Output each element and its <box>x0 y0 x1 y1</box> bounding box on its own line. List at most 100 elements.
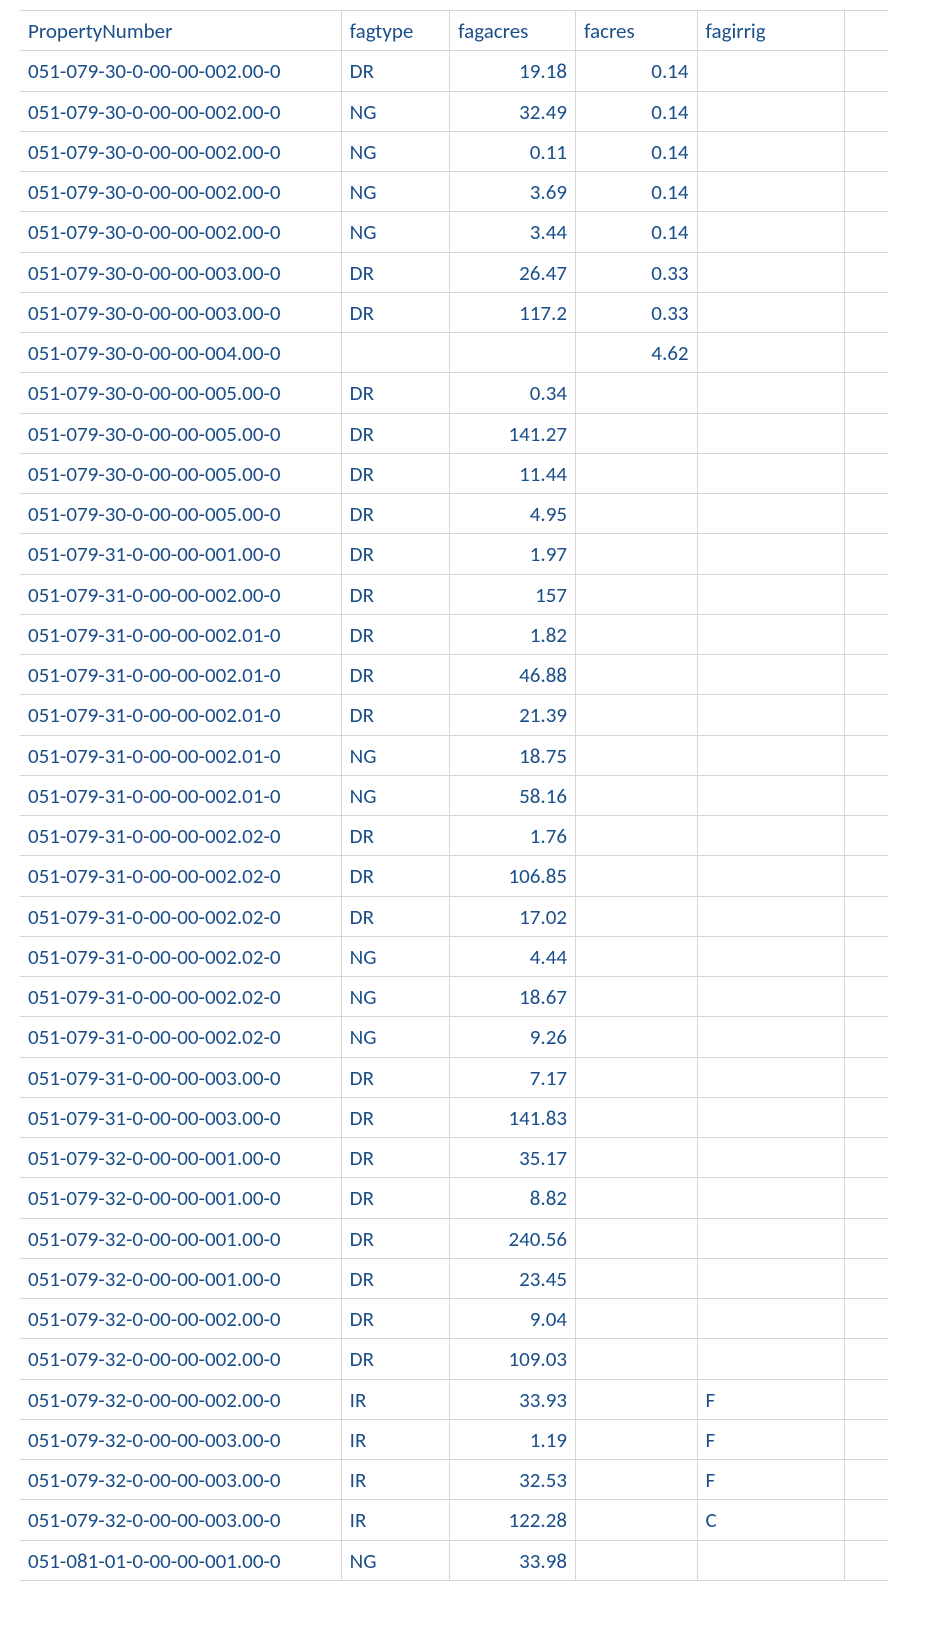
cell[interactable] <box>576 977 698 1017</box>
cell[interactable] <box>576 1540 698 1580</box>
cell[interactable] <box>697 655 845 695</box>
cell[interactable] <box>576 1017 698 1057</box>
cell[interactable] <box>576 1500 698 1540</box>
cell[interactable]: 051-081-01-0-00-00-001.00-0 <box>20 1540 341 1580</box>
cell[interactable]: DR <box>341 1057 450 1097</box>
table-row[interactable]: 051-079-31-0-00-00-001.00-0DR1.97 <box>20 534 888 574</box>
cell[interactable]: 051-079-32-0-00-00-002.00-0 <box>20 1299 341 1339</box>
cell[interactable]: 051-079-30-0-00-00-005.00-0 <box>20 413 341 453</box>
cell[interactable] <box>576 1299 698 1339</box>
table-row[interactable]: 051-079-31-0-00-00-002.01-0NG58.16 <box>20 775 888 815</box>
cell[interactable] <box>697 1178 845 1218</box>
cell[interactable]: 051-079-30-0-00-00-002.00-0 <box>20 131 341 171</box>
cell[interactable] <box>697 816 845 856</box>
cell[interactable] <box>697 1138 845 1178</box>
cell[interactable]: 9.26 <box>450 1017 576 1057</box>
cell[interactable]: 0.34 <box>450 373 576 413</box>
cell[interactable]: 157 <box>450 574 576 614</box>
cell[interactable]: 051-079-31-0-00-00-002.02-0 <box>20 936 341 976</box>
cell[interactable]: 3.69 <box>450 172 576 212</box>
cell[interactable]: 051-079-30-0-00-00-002.00-0 <box>20 172 341 212</box>
cell[interactable] <box>697 413 845 453</box>
cell[interactable]: 051-079-31-0-00-00-002.01-0 <box>20 735 341 775</box>
cell[interactable]: 1.82 <box>450 614 576 654</box>
cell[interactable]: NG <box>341 977 450 1017</box>
cell[interactable] <box>697 614 845 654</box>
cell[interactable]: 051-079-30-0-00-00-003.00-0 <box>20 292 341 332</box>
cell[interactable]: 051-079-32-0-00-00-002.00-0 <box>20 1379 341 1419</box>
cell[interactable]: NG <box>341 775 450 815</box>
cell[interactable]: NG <box>341 1017 450 1057</box>
cell[interactable]: 051-079-31-0-00-00-002.01-0 <box>20 695 341 735</box>
cell[interactable]: 58.16 <box>450 775 576 815</box>
cell[interactable] <box>576 775 698 815</box>
table-row[interactable]: 051-079-32-0-00-00-003.00-0IR32.53F <box>20 1460 888 1500</box>
cell[interactable]: 051-079-30-0-00-00-005.00-0 <box>20 373 341 413</box>
cell[interactable] <box>697 494 845 534</box>
cell[interactable]: F <box>697 1379 845 1419</box>
cell[interactable]: IR <box>341 1419 450 1459</box>
table-row[interactable]: 051-079-31-0-00-00-002.01-0DR1.82 <box>20 614 888 654</box>
cell[interactable]: 051-079-32-0-00-00-001.00-0 <box>20 1178 341 1218</box>
col-header-fagacres[interactable]: fagacres <box>450 11 576 51</box>
cell[interactable]: 33.98 <box>450 1540 576 1580</box>
cell[interactable] <box>576 1419 698 1459</box>
cell[interactable] <box>576 373 698 413</box>
cell[interactable] <box>697 534 845 574</box>
cell[interactable] <box>697 51 845 91</box>
cell[interactable] <box>576 1379 698 1419</box>
cell[interactable]: DR <box>341 252 450 292</box>
cell[interactable]: 4.95 <box>450 494 576 534</box>
cell[interactable]: 109.03 <box>450 1339 576 1379</box>
cell[interactable]: DR <box>341 1178 450 1218</box>
cell[interactable]: 051-079-30-0-00-00-005.00-0 <box>20 494 341 534</box>
cell[interactable]: 141.27 <box>450 413 576 453</box>
cell[interactable] <box>697 453 845 493</box>
cell[interactable]: 0.14 <box>576 212 698 252</box>
cell[interactable]: 18.67 <box>450 977 576 1017</box>
cell[interactable] <box>697 735 845 775</box>
cell[interactable]: IR <box>341 1460 450 1500</box>
cell[interactable]: 051-079-32-0-00-00-001.00-0 <box>20 1218 341 1258</box>
cell[interactable]: 0.33 <box>576 292 698 332</box>
table-row[interactable]: 051-079-31-0-00-00-002.01-0DR21.39 <box>20 695 888 735</box>
cell[interactable]: IR <box>341 1500 450 1540</box>
table-row[interactable]: 051-079-32-0-00-00-001.00-0DR23.45 <box>20 1258 888 1298</box>
cell[interactable] <box>576 574 698 614</box>
cell[interactable]: 051-079-32-0-00-00-002.00-0 <box>20 1339 341 1379</box>
cell[interactable]: DR <box>341 1258 450 1298</box>
cell[interactable] <box>576 695 698 735</box>
cell[interactable] <box>576 494 698 534</box>
cell[interactable]: 051-079-31-0-00-00-002.00-0 <box>20 574 341 614</box>
cell[interactable] <box>697 1097 845 1137</box>
cell[interactable]: 0.11 <box>450 131 576 171</box>
cell[interactable]: 4.62 <box>576 333 698 373</box>
cell[interactable]: 051-079-31-0-00-00-001.00-0 <box>20 534 341 574</box>
table-row[interactable]: 051-079-31-0-00-00-002.02-0DR17.02 <box>20 896 888 936</box>
cell[interactable]: 051-079-32-0-00-00-001.00-0 <box>20 1258 341 1298</box>
table-row[interactable]: 051-081-01-0-00-00-001.00-0NG33.98 <box>20 1540 888 1580</box>
cell[interactable]: 19.18 <box>450 51 576 91</box>
cell[interactable]: DR <box>341 1299 450 1339</box>
cell[interactable] <box>697 91 845 131</box>
cell[interactable]: 0.33 <box>576 252 698 292</box>
cell[interactable] <box>697 977 845 1017</box>
cell[interactable]: 17.02 <box>450 896 576 936</box>
cell[interactable] <box>697 1299 845 1339</box>
table-row[interactable]: 051-079-30-0-00-00-003.00-0DR26.470.33 <box>20 252 888 292</box>
table-row[interactable]: 051-079-30-0-00-00-002.00-0NG3.690.14 <box>20 172 888 212</box>
cell[interactable]: 4.44 <box>450 936 576 976</box>
table-row[interactable]: 051-079-30-0-00-00-002.00-0NG32.490.14 <box>20 91 888 131</box>
cell[interactable] <box>576 1218 698 1258</box>
cell[interactable] <box>576 936 698 976</box>
cell[interactable]: 8.82 <box>450 1178 576 1218</box>
cell[interactable]: 117.2 <box>450 292 576 332</box>
table-row[interactable]: 051-079-32-0-00-00-001.00-0DR8.82 <box>20 1178 888 1218</box>
table-row[interactable]: 051-079-31-0-00-00-002.02-0DR1.76 <box>20 816 888 856</box>
cell[interactable]: 1.76 <box>450 816 576 856</box>
table-row[interactable]: 051-079-32-0-00-00-003.00-0IR1.19F <box>20 1419 888 1459</box>
cell[interactable]: NG <box>341 212 450 252</box>
cell[interactable] <box>576 453 698 493</box>
cell[interactable]: DR <box>341 1218 450 1258</box>
col-header-fagtype[interactable]: fagtype <box>341 11 450 51</box>
